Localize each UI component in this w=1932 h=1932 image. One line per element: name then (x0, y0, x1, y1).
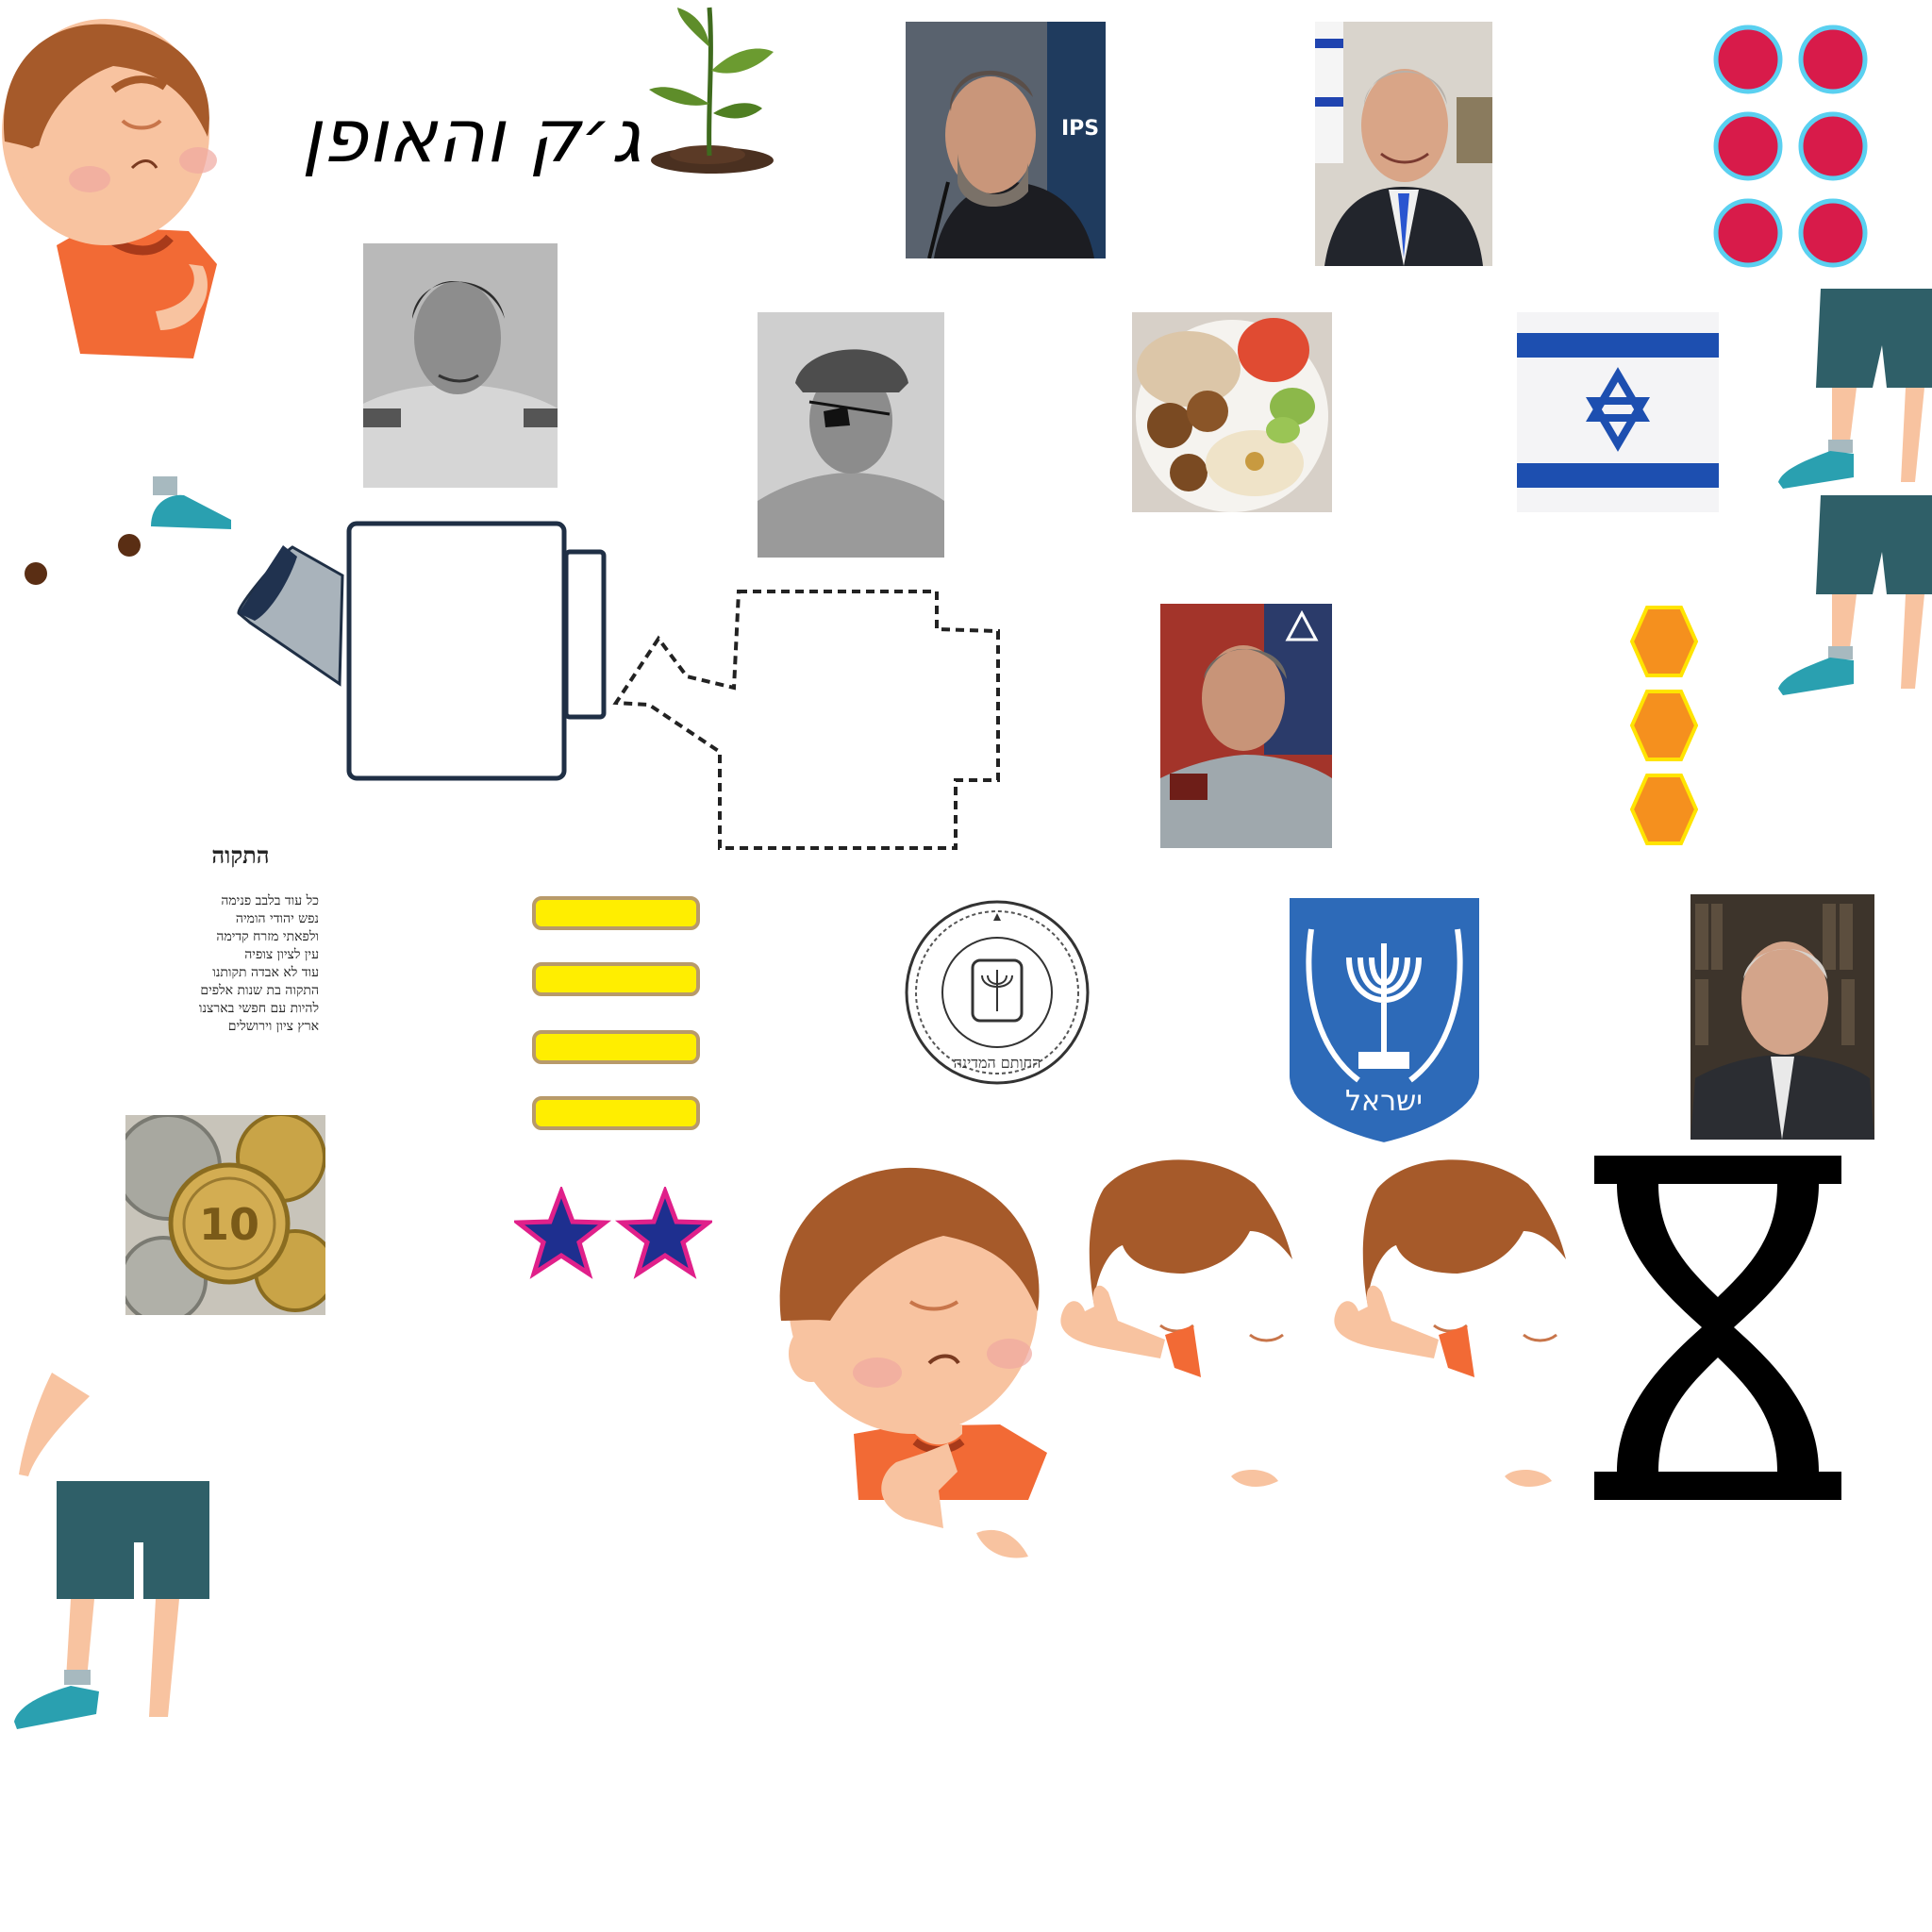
anthem-title: התקוה (211, 841, 270, 869)
anthem-line: עין לציון צופיה (244, 947, 319, 962)
anthem-line: נפש יהודי הומיה (235, 911, 319, 926)
watering-can-target-slot[interactable] (611, 582, 1008, 856)
state-seal-emblem[interactable]: החותם המדינה (901, 896, 1094, 1090)
yellow-bar (532, 962, 700, 996)
photo-portrait-benny-gantz[interactable] (1160, 604, 1332, 848)
boy-waving-piece-1[interactable] (1052, 1156, 1325, 1495)
red-dots-counter (1713, 25, 1868, 268)
shoe-piece[interactable] (146, 475, 241, 531)
photo-portrait-general-bw[interactable] (363, 243, 558, 488)
yellow-bar (532, 896, 700, 930)
boy-legs-piece-upper[interactable] (1774, 289, 1932, 496)
anthem-line: התקוה בת שנות אלפים (200, 983, 319, 998)
seal-caption: החותם המדינה (954, 1054, 1041, 1072)
photo-portrait-yitzhak-rabin[interactable] (1690, 894, 1874, 1140)
anthem-line: ולפאתי מזרח קדימה (216, 929, 319, 944)
orange-hexagons-counter (1630, 606, 1698, 845)
hourglass-icon[interactable] (1594, 1156, 1841, 1500)
star-icon (614, 1187, 712, 1279)
boy-body-piece[interactable] (0, 1373, 226, 1731)
emblem-caption: ישראל (1345, 1085, 1423, 1118)
svg-text:IPS: IPS (1061, 117, 1099, 141)
yellow-bar (532, 1030, 700, 1064)
photo-shekel-coins[interactable]: 10 (125, 1115, 325, 1315)
anthem-line: ארץ ציון וירושלים (227, 1019, 319, 1034)
photo-falafel-plate[interactable] (1132, 312, 1332, 512)
game-title: ג׳ק והאופן (301, 94, 641, 179)
boy-legs-piece-lower[interactable] (1774, 495, 1932, 703)
stars-counter (514, 1187, 712, 1279)
sprout-icon[interactable] (641, 0, 783, 179)
boy-thinking-character[interactable] (0, 19, 226, 358)
coin-value-label: 10 (199, 1199, 259, 1250)
anthem-line: להיות עם חפשי בארצנו (198, 1001, 319, 1016)
flag-of-israel[interactable] (1517, 312, 1719, 512)
photo-portrait-netanyahu[interactable] (1315, 22, 1492, 266)
anthem-line: עוד לא אבדה תקותנו (212, 965, 319, 980)
boy-waving-piece-2[interactable] (1325, 1156, 1599, 1495)
photo-portrait-ehud-barak[interactable]: IPS (906, 22, 1106, 258)
star-icon (514, 1187, 612, 1279)
yellow-bar (532, 1096, 700, 1130)
emblem-of-israel[interactable]: ישראל (1283, 891, 1486, 1146)
anthem-lyrics-card[interactable]: התקוה כל עוד בלבב פנימה נפש יהודי הומיה … (151, 830, 330, 1057)
photo-portrait-moshe-dayan[interactable] (758, 312, 944, 558)
watering-can-icon[interactable] (231, 519, 618, 792)
anthem-line: כל עוד בלבב פנימה (221, 893, 319, 908)
boy-thinking-large-character[interactable] (774, 1160, 1057, 1566)
eyes-piece[interactable] (9, 472, 151, 604)
